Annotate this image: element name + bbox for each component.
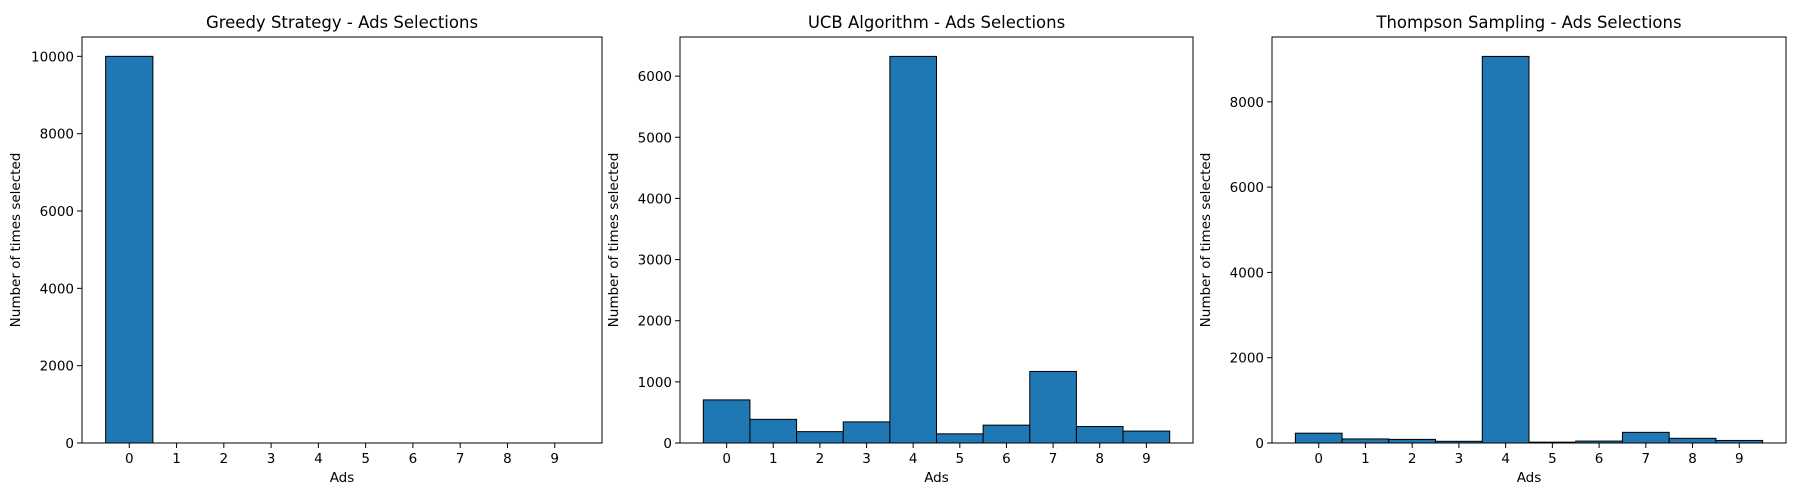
bar-ad-8 bbox=[1668, 437, 1717, 444]
bar-ad-7 bbox=[1621, 431, 1670, 444]
axes-frame bbox=[1271, 36, 1787, 444]
x-tick-label: 3 bbox=[862, 451, 871, 467]
y-tick-label: 5000 bbox=[638, 130, 672, 146]
bar-ad-9 bbox=[1122, 430, 1171, 444]
x-axis-label: Ads bbox=[330, 470, 355, 486]
bar-ad-4 bbox=[889, 55, 938, 444]
bar-ad-0 bbox=[105, 55, 154, 444]
y-tick-label: 4000 bbox=[1230, 265, 1264, 281]
bar-ad-2 bbox=[796, 431, 844, 444]
chart-title: UCB Algorithm - Ads Selections bbox=[808, 13, 1065, 32]
x-tick-label: 8 bbox=[1095, 451, 1104, 467]
bar-ad-0 bbox=[702, 399, 751, 444]
y-tick-label: 4000 bbox=[40, 281, 74, 297]
chart-panel-0: 0 1 2 3 4 5 6 7 8 9 0 2000 4000 6000 8000 10000 Greedy S… bbox=[8, 13, 603, 486]
x-tick-label: 7 bbox=[456, 451, 465, 467]
y-tick-label: 10000 bbox=[31, 49, 74, 65]
x-tick-label: 2 bbox=[1408, 451, 1417, 467]
x-tick-label: 0 bbox=[722, 451, 731, 467]
x-axis-label: Ads bbox=[1517, 470, 1542, 486]
y-tick-label: 2000 bbox=[1230, 351, 1264, 367]
y-tick-label: 0 bbox=[65, 436, 74, 452]
x-tick-label: 3 bbox=[1455, 451, 1464, 467]
y-tick-label: 6000 bbox=[638, 69, 672, 85]
y-tick-label: 8000 bbox=[40, 127, 74, 143]
chart-title: Thompson Sampling - Ads Selections bbox=[1375, 13, 1681, 32]
y-axis-label: Number of times selected bbox=[606, 153, 622, 328]
y-tick-label: 6000 bbox=[40, 204, 74, 220]
bar-ad-4 bbox=[1481, 55, 1530, 444]
bar-ad-5 bbox=[936, 433, 984, 444]
x-tick-label: 6 bbox=[409, 451, 418, 467]
x-tick-label: 5 bbox=[361, 451, 370, 467]
x-tick-label: 1 bbox=[1361, 451, 1370, 467]
y-axis-label: Number of times selected bbox=[1198, 153, 1214, 328]
x-tick-label: 9 bbox=[1735, 451, 1744, 467]
x-tick-label: 0 bbox=[1314, 451, 1323, 467]
y-tick-label: 8000 bbox=[1230, 95, 1264, 111]
x-tick-label: 4 bbox=[1501, 451, 1510, 467]
x-tick-label: 3 bbox=[267, 451, 276, 467]
y-tick-label: 3000 bbox=[638, 253, 672, 269]
bar-ad-8 bbox=[1075, 426, 1124, 444]
x-tick-label: 8 bbox=[503, 451, 512, 467]
x-tick-label: 5 bbox=[1548, 451, 1557, 467]
x-tick-label: 9 bbox=[1142, 451, 1151, 467]
y-tick-label: 2000 bbox=[638, 314, 672, 330]
chart-panel-1: 0 1 2 3 4 5 6 7 8 9 0 1000 2000 3000 4000 5000 6000 UCB A… bbox=[606, 13, 1194, 486]
x-tick-label: 0 bbox=[125, 451, 134, 467]
x-tick-label: 7 bbox=[1642, 451, 1651, 467]
chart-title: Greedy Strategy - Ads Selections bbox=[206, 13, 478, 32]
x-tick-label: 4 bbox=[314, 451, 323, 467]
x-tick-label: 2 bbox=[816, 451, 825, 467]
x-tick-label: 1 bbox=[172, 451, 181, 467]
x-tick-label: 9 bbox=[550, 451, 559, 467]
y-tick-label: 0 bbox=[1255, 436, 1264, 452]
x-tick-label: 5 bbox=[956, 451, 965, 467]
y-tick-label: 1000 bbox=[638, 375, 672, 391]
axes-frame bbox=[679, 36, 1194, 444]
y-tick-label: 4000 bbox=[638, 191, 672, 207]
x-axis-label: Ads bbox=[924, 470, 949, 486]
x-tick-label: 8 bbox=[1688, 451, 1697, 467]
x-tick-label: 6 bbox=[1002, 451, 1011, 467]
bar-ad-2 bbox=[1388, 438, 1437, 444]
bar-ad-1 bbox=[749, 418, 798, 444]
x-tick-label: 1 bbox=[769, 451, 778, 467]
y-tick-label: 2000 bbox=[40, 359, 74, 375]
x-tick-label: 2 bbox=[220, 451, 229, 467]
y-tick-label: 0 bbox=[663, 436, 672, 452]
y-tick-label: 6000 bbox=[1230, 180, 1264, 196]
axes-frame bbox=[81, 36, 603, 444]
x-tick-label: 6 bbox=[1595, 451, 1604, 467]
x-tick-label: 4 bbox=[909, 451, 918, 467]
x-tick-label: 7 bbox=[1049, 451, 1058, 467]
bar-ad-7 bbox=[1029, 370, 1077, 444]
y-axis-label: Number of times selected bbox=[8, 153, 24, 328]
bar-ad-0 bbox=[1294, 432, 1343, 444]
bar-ad-3 bbox=[842, 421, 891, 444]
bar-ad-6 bbox=[982, 424, 1031, 444]
bar-ad-1 bbox=[1341, 438, 1390, 444]
chart-panel-2: 0 1 2 3 4 5 6 7 8 9 0 2000 4000 6000 8000 Thompson Samp… bbox=[1198, 13, 1787, 486]
